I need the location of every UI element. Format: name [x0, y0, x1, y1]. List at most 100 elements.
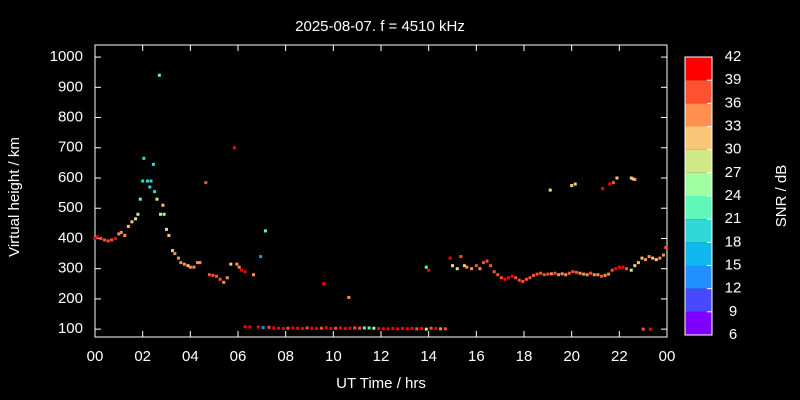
data-point	[585, 273, 589, 277]
data-point	[322, 282, 326, 286]
data-point	[570, 184, 574, 188]
data-point	[651, 256, 655, 260]
data-point	[524, 277, 528, 281]
data-point	[429, 326, 433, 330]
data-point	[553, 271, 557, 275]
colorbar-tick-label: 12	[725, 280, 742, 297]
x-tick-label: 02	[134, 348, 151, 365]
data-point	[521, 279, 525, 283]
data-point	[329, 327, 333, 331]
data-point	[648, 327, 652, 331]
colorbar-swatch	[685, 80, 712, 104]
x-tick-label: 18	[516, 348, 533, 365]
colorbar-tick-label: 18	[725, 233, 742, 250]
data-point	[644, 258, 648, 262]
data-point	[286, 326, 290, 330]
y-tick-label: 700	[58, 139, 83, 156]
data-point	[455, 267, 459, 271]
data-point	[517, 278, 521, 282]
data-point	[162, 212, 166, 216]
data-point	[334, 326, 338, 330]
data-point	[448, 256, 452, 260]
data-point	[641, 327, 645, 331]
data-point	[149, 179, 153, 183]
data-point	[225, 276, 229, 280]
data-point	[237, 265, 241, 269]
data-point	[138, 197, 142, 201]
data-point	[654, 258, 658, 262]
data-point	[319, 326, 323, 330]
y-tick-label: 200	[58, 290, 83, 307]
data-point	[510, 274, 514, 278]
data-point	[633, 178, 637, 182]
data-point	[182, 262, 186, 266]
data-point	[291, 326, 295, 330]
data-point	[211, 273, 215, 277]
data-point	[539, 271, 543, 275]
data-point	[232, 146, 236, 150]
colorbar-swatch	[685, 126, 712, 150]
data-point	[248, 325, 252, 329]
data-point	[161, 203, 165, 207]
data-point	[614, 267, 618, 271]
x-tick-label: 10	[325, 348, 342, 365]
data-point	[492, 270, 496, 274]
data-point	[198, 261, 202, 265]
data-point	[215, 274, 219, 278]
data-point	[123, 233, 127, 237]
data-point	[596, 273, 600, 277]
data-point	[611, 181, 615, 185]
data-point	[629, 176, 633, 180]
data-point	[564, 273, 568, 277]
colorbar-tick-label: 33	[725, 117, 742, 134]
data-point	[647, 255, 651, 259]
data-point	[99, 236, 103, 240]
data-point	[259, 255, 263, 259]
colorbar-tick-label: 39	[725, 71, 742, 88]
data-point	[93, 236, 97, 240]
data-point	[664, 246, 668, 250]
x-tick-label: 22	[611, 348, 628, 365]
data-point	[465, 265, 469, 269]
data-point	[624, 267, 628, 271]
colorbar-tick-label: 21	[725, 210, 742, 227]
x-tick-label: 14	[420, 348, 437, 365]
data-point	[451, 264, 454, 268]
data-point	[574, 270, 578, 274]
data-point	[478, 267, 482, 271]
data-point	[573, 182, 577, 186]
data-point	[195, 261, 199, 265]
y-tick-label: 300	[58, 260, 83, 277]
data-point	[106, 239, 110, 243]
colorbar-swatch	[685, 172, 712, 196]
data-point	[592, 273, 596, 277]
data-point	[240, 268, 244, 272]
colorbar-swatch	[685, 311, 712, 335]
colorbar-swatch	[685, 57, 712, 81]
data-point	[324, 326, 328, 330]
data-point	[474, 264, 478, 268]
data-point	[607, 272, 611, 276]
colorbar-tick-label: 42	[725, 48, 742, 65]
data-point	[256, 325, 260, 329]
data-point	[141, 179, 145, 183]
x-tick-label: 08	[277, 348, 294, 365]
data-point	[153, 190, 157, 194]
data-point	[549, 272, 553, 276]
data-point	[188, 265, 192, 269]
data-point	[391, 327, 395, 331]
data-point	[136, 212, 140, 216]
data-point	[548, 188, 552, 192]
data-point	[560, 272, 564, 276]
colorbar-swatch	[685, 219, 712, 243]
data-point	[640, 256, 644, 260]
data-point	[424, 327, 428, 331]
data-point	[567, 271, 571, 275]
data-point	[243, 270, 247, 274]
x-tick-label: 04	[182, 348, 199, 365]
data-point	[405, 327, 409, 331]
data-point	[528, 276, 532, 280]
colorbar-swatch	[685, 288, 712, 312]
